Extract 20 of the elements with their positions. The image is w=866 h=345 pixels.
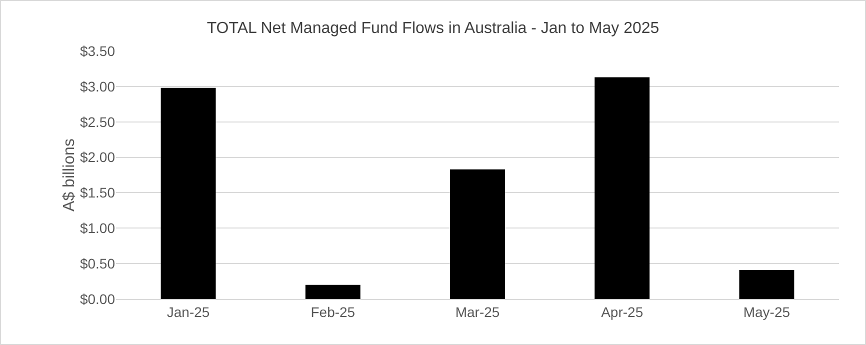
y-tick-label: $2.50 — [80, 114, 116, 130]
x-tick-label: Mar-25 — [455, 304, 500, 320]
x-tick-label: Feb-25 — [310, 304, 356, 320]
y-tick-label: $3.00 — [80, 78, 116, 94]
bar — [305, 284, 360, 299]
chart-title: TOTAL Net Managed Fund Flows in Australia - Jan to May 2025 — [206, 20, 660, 37]
x-tick-label: Apr-25 — [601, 304, 644, 320]
bar — [594, 77, 650, 299]
bar — [450, 169, 505, 299]
bar — [160, 88, 216, 299]
x-tick-label: May-25 — [743, 304, 790, 320]
y-tick-label: $3.50 — [80, 42, 116, 59]
y-tick-label: $1.50 — [80, 184, 116, 201]
y-tick-label: $0.50 — [80, 255, 116, 272]
bar — [739, 270, 794, 299]
y-axis-title: A$ billions — [60, 138, 78, 212]
y-tick-label: $1.00 — [80, 220, 116, 236]
y-tick-label: $2.00 — [80, 149, 116, 166]
y-tick-label: $0.00 — [80, 290, 116, 307]
x-tick-label: Jan-25 — [166, 304, 210, 320]
